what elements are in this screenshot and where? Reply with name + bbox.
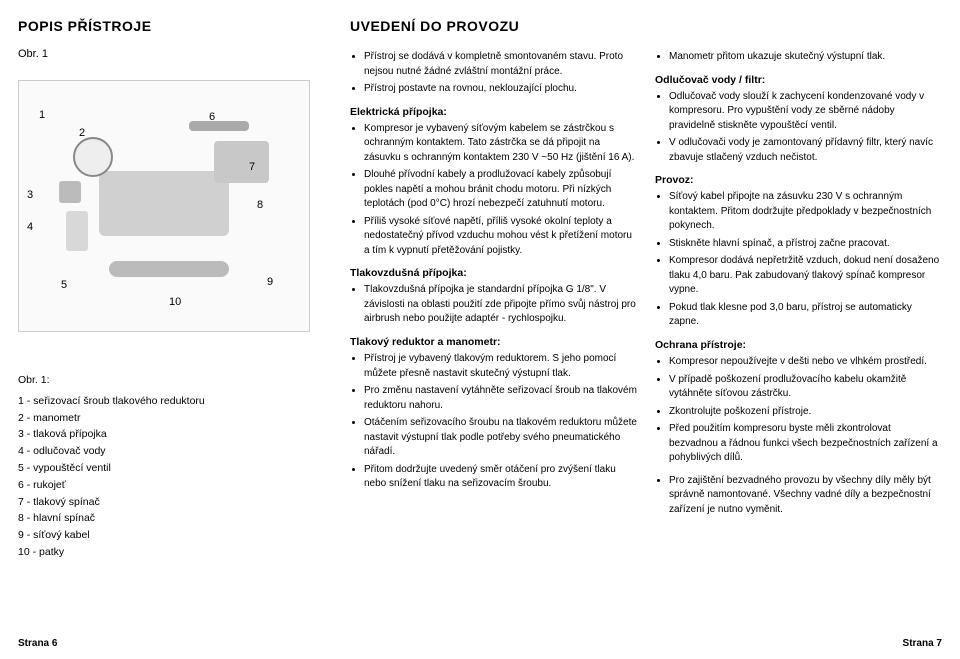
list-item: Pro zajištění bezvadného provozu by všec… [669, 474, 942, 518]
list-item: Stiskněte hlavní spínač, a přístroj začn… [669, 237, 942, 252]
list-item: Manometr přitom ukazuje skutečný výstupn… [669, 50, 942, 65]
list-item: Přístroj je vybavený tlakovým reduktorem… [364, 352, 637, 381]
left-heading: POPIS PŘÍSTROJE [18, 18, 330, 34]
list-item: Odlučovač vody slouží k zachycení konden… [669, 90, 942, 134]
list-item: Otáčením seřizovacího šroubu na tlakovém… [364, 416, 637, 460]
list-item: Příliš vysoké síťové napětí, příliš vyso… [364, 215, 637, 259]
list-item: Dlouhé přívodní kabely a prodlužovací ka… [364, 168, 637, 212]
list-item: Zkontrolujte poškození přístroje. [669, 405, 942, 420]
footer-left: Strana 6 [18, 638, 57, 649]
fig-num-6: 6 [209, 111, 215, 123]
list-item: V případě poškození prodlužovacího kabel… [669, 373, 942, 402]
list-item: Před použitím kompresoru byste měli zkon… [669, 422, 942, 466]
col1: Přístroj se dodává v kompletně smontovan… [350, 48, 637, 649]
legend-item: 5 - vypouštěcí ventil [18, 460, 330, 477]
fig-num-5: 5 [61, 279, 67, 291]
sub-tlakovzdusna: Tlakovzdušná přípojka: [350, 266, 637, 281]
fig-num-1: 1 [39, 109, 45, 121]
list-item: Kompresor je vybavený síťovým kabelem se… [364, 122, 637, 166]
list-item: Přitom dodržujte uvedený směr otáčení pr… [364, 463, 637, 492]
legend-item: 2 - manometr [18, 410, 330, 427]
col2: Manometr přitom ukazuje skutečný výstupn… [655, 48, 942, 649]
right-heading: UVEDENÍ DO PROVOZU [350, 18, 942, 34]
legend: Obr. 1: 1 - seřizovací šroub tlakového r… [18, 372, 330, 561]
outlet-shape [59, 181, 81, 203]
list-item: V odlučovači vody je zamontovaný přídavn… [669, 136, 942, 165]
sub-elektricka: Elektrická přípojka: [350, 105, 637, 120]
list-item: Kompresor nepoužívejte v dešti nebo ve v… [669, 355, 942, 370]
foot-shape [109, 261, 229, 277]
compressor-body-shape [99, 171, 229, 236]
legend-item: 10 - patky [18, 544, 330, 561]
list-item: Přístroj se dodává v kompletně smontovan… [364, 50, 637, 79]
legend-item: 9 - síťový kabel [18, 527, 330, 544]
list-item: Pro změnu nastavení vytáhněte seřizovací… [364, 384, 637, 413]
legend-item: 4 - odlučovač vody [18, 443, 330, 460]
gauge-shape [73, 137, 113, 177]
fig-num-10: 10 [169, 296, 181, 308]
figure-label: Obr. 1 [18, 48, 330, 60]
sub-reduktor: Tlakový reduktor a manometr: [350, 335, 637, 350]
list-item: Přístroj postavte na rovnou, neklouzajíc… [364, 82, 637, 97]
sub-provoz: Provoz: [655, 173, 942, 188]
sub-ochrana: Ochrana přístroje: [655, 338, 942, 353]
list-item: Tlakovzdušná přípojka je standardní příp… [364, 283, 637, 327]
sub-odlucovac: Odlučovač vody / filtr: [655, 73, 942, 88]
fig-num-4: 4 [27, 221, 33, 233]
footer-right: Strana 7 [903, 638, 942, 649]
compressor-figure: 1 2 3 4 5 6 7 8 9 10 [18, 80, 310, 332]
fig-num-2: 2 [79, 127, 85, 139]
fig-num-7: 7 [249, 161, 255, 173]
legend-item: 7 - tlakový spínač [18, 494, 330, 511]
list-item: Síťový kabel připojte na zásuvku 230 V s… [669, 190, 942, 234]
legend-item: 3 - tlaková přípojka [18, 426, 330, 443]
fig-num-9: 9 [267, 276, 273, 288]
fig-num-8: 8 [257, 199, 263, 211]
motor-shape [214, 141, 269, 183]
legend-item: 8 - hlavní spínač [18, 510, 330, 527]
list-item: Pokud tlak klesne pod 3,0 baru, přístroj… [669, 301, 942, 330]
legend-item: 1 - seřizovací šroub tlakového reduktoru [18, 393, 330, 410]
handle-shape [189, 121, 249, 131]
legend-item: 6 - rukojeť [18, 477, 330, 494]
fig-num-3: 3 [27, 189, 33, 201]
filter-shape [66, 211, 88, 251]
list-item: Kompresor dodává nepřetržitě vzduch, dok… [669, 254, 942, 298]
legend-title: Obr. 1: [18, 372, 330, 389]
